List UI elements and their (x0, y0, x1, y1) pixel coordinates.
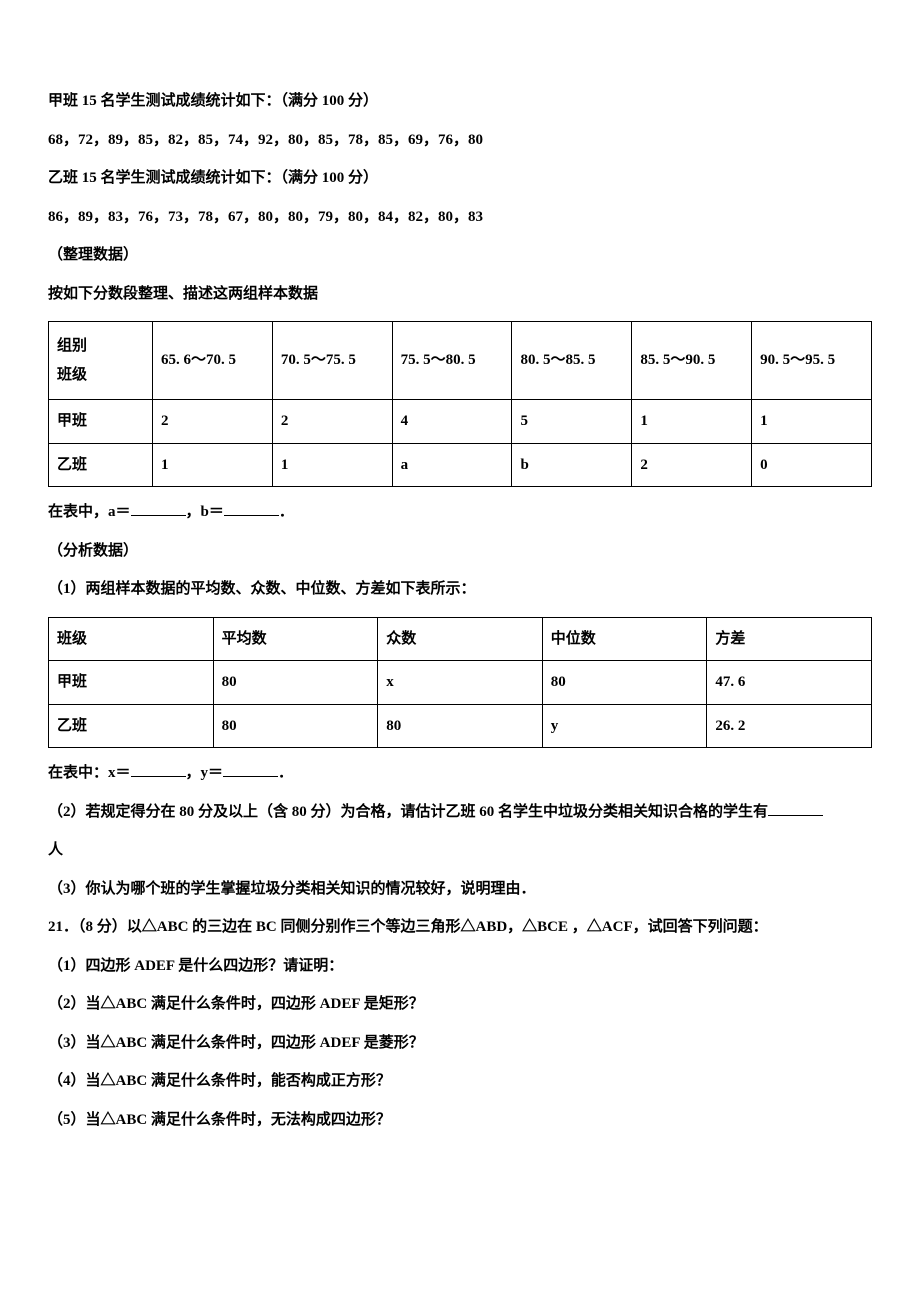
blank-underline (224, 501, 279, 516)
table-header-cell: 方差 (707, 617, 872, 661)
frequency-table: 组别 班级 65. 6～70. 5 70. 5～75. 5 75. 5～80. … (48, 321, 872, 487)
table-cell: 1 (272, 443, 392, 487)
header-line2: 班级 (57, 361, 144, 390)
text-line: 甲班 15 名学生测试成绩统计如下：（满分 100 分） (48, 90, 872, 113)
question-line: 21．（8 分）以△ABC 的三边在 BC 同侧分别作三个等边三角形△ABD，△… (48, 916, 872, 939)
table-header-cell: 班级 (49, 617, 214, 661)
question-line: （3）你认为哪个班的学生掌握垃圾分类相关知识的情况较好，说明理由． (48, 878, 872, 901)
table-cell: 80 (213, 704, 378, 748)
score-list: 86，89，83，76，73，78，67，80，80，79，80，84，82，8… (48, 206, 872, 229)
table-cell: 26. 2 (707, 704, 872, 748)
table-cell: 乙班 (49, 443, 153, 487)
table-header-cell: 70. 5～75. 5 (272, 322, 392, 400)
table-row: 乙班 1 1 a b 2 0 (49, 443, 872, 487)
text: ． (279, 504, 294, 520)
table-row: 乙班 80 80 y 26. 2 (49, 704, 872, 748)
text: ． (278, 765, 293, 781)
question-line: （4）当△ABC 满足什么条件时，能否构成正方形？ (48, 1070, 872, 1093)
table-cell: b (512, 443, 632, 487)
question-line: （5）当△ABC 满足什么条件时，无法构成四边形？ (48, 1109, 872, 1132)
table-cell: y (542, 704, 707, 748)
text-line: 乙班 15 名学生测试成绩统计如下：（满分 100 分） (48, 167, 872, 190)
question-line: （3）当△ABC 满足什么条件时，四边形 ADEF 是菱形？ (48, 1032, 872, 1055)
text-line: 按如下分数段整理、描述这两组样本数据 (48, 283, 872, 306)
text: 在表中：x＝ (48, 765, 131, 781)
table-cell: 甲班 (49, 661, 214, 705)
section-label: （整理数据） (48, 244, 872, 267)
table-cell: 1 (632, 400, 752, 444)
table-cell: 甲班 (49, 400, 153, 444)
table-cell: x (378, 661, 543, 705)
table-cell: 80 (213, 661, 378, 705)
section-label: （分析数据） (48, 540, 872, 563)
fill-in-blank-line: 在表中：x＝ ，y＝ ． (48, 762, 872, 785)
blank-underline (131, 762, 186, 777)
table-header-cell: 65. 6～70. 5 (153, 322, 273, 400)
table-header-cell: 众数 (378, 617, 543, 661)
text-line: 人 (48, 839, 872, 862)
text: （2）若规定得分在 80 分及以上（含 80 分）为合格，请估计乙班 60 名学… (48, 804, 768, 820)
table-cell: 80 (542, 661, 707, 705)
table-header-cell: 80. 5～85. 5 (512, 322, 632, 400)
table-header-cell: 90. 5～95. 5 (752, 322, 872, 400)
table-cell: 47. 6 (707, 661, 872, 705)
table-header-cell: 中位数 (542, 617, 707, 661)
table-header-cell: 75. 5～80. 5 (392, 322, 512, 400)
text: ，b＝ (186, 504, 224, 520)
table-row: 甲班 2 2 4 5 1 1 (49, 400, 872, 444)
table-header-cell: 平均数 (213, 617, 378, 661)
table-header-cell: 85. 5～90. 5 (632, 322, 752, 400)
question-line: （2）若规定得分在 80 分及以上（含 80 分）为合格，请估计乙班 60 名学… (48, 801, 872, 824)
blank-underline (768, 801, 823, 816)
text: ，y＝ (186, 765, 224, 781)
question-line: （2）当△ABC 满足什么条件时，四边形 ADEF 是矩形？ (48, 993, 872, 1016)
table-row: 甲班 80 x 80 47. 6 (49, 661, 872, 705)
score-list: 68，72，89，85，82，85，74，92，80，85，78，85，69，7… (48, 129, 872, 152)
table-cell: 80 (378, 704, 543, 748)
table-cell: 4 (392, 400, 512, 444)
table-header-cell: 组别 班级 (49, 322, 153, 400)
blank-underline (131, 501, 186, 516)
question-line: （1）四边形 ADEF 是什么四边形？请证明： (48, 955, 872, 978)
table-cell: 0 (752, 443, 872, 487)
table-cell: 乙班 (49, 704, 214, 748)
table-cell: 1 (153, 443, 273, 487)
table-row: 班级 平均数 众数 中位数 方差 (49, 617, 872, 661)
table-cell: 2 (153, 400, 273, 444)
blank-underline (223, 762, 278, 777)
fill-in-blank-line: 在表中，a＝ ，b＝ ． (48, 501, 872, 524)
statistics-table: 班级 平均数 众数 中位数 方差 甲班 80 x 80 47. 6 乙班 80 … (48, 617, 872, 749)
header-line1: 组别 (57, 332, 144, 361)
table-cell: 2 (632, 443, 752, 487)
table-cell: a (392, 443, 512, 487)
table-cell: 1 (752, 400, 872, 444)
text-line: （1）两组样本数据的平均数、众数、中位数、方差如下表所示： (48, 578, 872, 601)
table-cell: 2 (272, 400, 392, 444)
table-cell: 5 (512, 400, 632, 444)
text: 在表中，a＝ (48, 504, 131, 520)
